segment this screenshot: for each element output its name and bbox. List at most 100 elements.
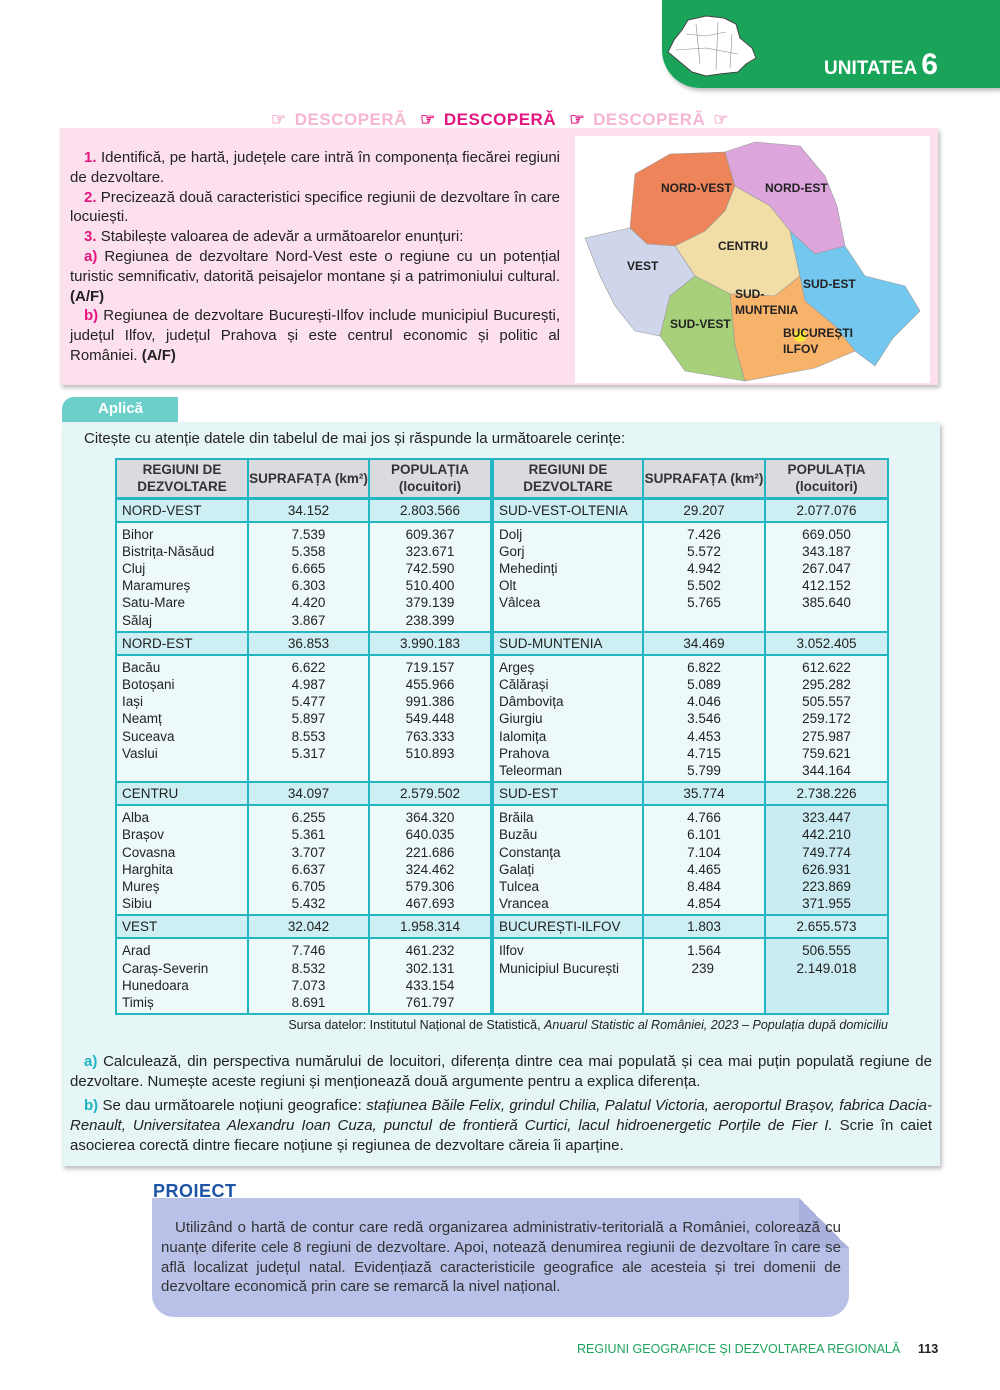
county-areas: 6.255 5.361 3.707 6.637 6.705 5.432 <box>247 805 370 916</box>
county-area: 5.432 <box>291 896 326 912</box>
county-populations: 612.622 295.282 505.557 259.172 275.987 759.6… <box>764 654 889 783</box>
discover-label: DESCOPERĂ <box>443 110 557 129</box>
county-population: 669.050 <box>802 526 851 542</box>
county-area: 4.987 <box>291 676 326 692</box>
county-names: Dolj Gorj Mehedinți Olt Vâlcea <box>490 521 644 632</box>
county-area: 6.637 <box>291 861 326 877</box>
county-area: 8.691 <box>291 994 326 1010</box>
task-number: a) <box>84 1053 98 1070</box>
region-name: VEST <box>115 914 249 940</box>
county-name: Teleorman <box>499 762 563 778</box>
county-area: 5.799 <box>687 762 721 778</box>
county-population: 609.367 <box>405 526 455 542</box>
county-population: 742.590 <box>405 560 455 576</box>
region-area: 34.097 <box>247 781 370 807</box>
county-name: Sibiu <box>122 896 153 912</box>
county-population: 510.893 <box>405 745 455 761</box>
county-area: 7.104 <box>687 844 721 860</box>
counties-row: Arad Caraș-Severin Hunedoara Timiș 7.746 8.53… <box>115 938 889 1015</box>
county-area: 5.502 <box>687 578 721 594</box>
county-areas: 4.766 6.101 7.104 4.465 8.484 4.854 <box>642 805 766 916</box>
region-row: NORD-VEST 34.152 2.803.566 SUD-VEST-OLTENIA… <box>115 497 889 523</box>
county-names: Arad Caraș-Severin Hunedoara Timiș <box>115 938 249 1015</box>
counties-row: Alba Brașov Covasna Harghita Mureș Sibiu 6.255… <box>115 805 889 916</box>
county-name: Vrancea <box>499 896 549 912</box>
region-population: 2.077.076 <box>764 497 889 523</box>
county-population: 640.035 <box>405 827 455 843</box>
county-area: 4.766 <box>687 810 721 826</box>
county-population: 626.931 <box>802 861 851 877</box>
county-area: 4.942 <box>687 560 721 576</box>
region-sud-vest <box>659 275 746 382</box>
region-population: 3.052.405 <box>764 630 889 656</box>
region-area: 36.853 <box>247 630 370 656</box>
unit-header-tab: UNITATEA 6 <box>662 0 1000 88</box>
county-area: 5.765 <box>687 595 721 611</box>
data-source: Sursa datelor: Institutul Național de St… <box>288 1018 888 1032</box>
task-a: a) Calculează, din perspectiva numărului… <box>70 1052 932 1092</box>
region-area: 34.469 <box>642 630 766 656</box>
county-name: Brăila <box>499 810 534 826</box>
county-population: 2.149.018 <box>796 960 857 976</box>
county-name: Constanța <box>499 844 561 860</box>
county-population: 991.386 <box>405 694 455 710</box>
county-area: 8.532 <box>291 960 326 976</box>
county-name: Argeș <box>499 659 535 675</box>
statement-a: Regiunea de dezvoltare Nord-Vest este o … <box>70 247 560 285</box>
column-header: POPULAȚIA (locuitori) <box>764 459 889 500</box>
county-area: 4.854 <box>687 896 721 912</box>
county-populations: 609.367 323.671 742.590 510.400 379.139 238.3… <box>368 521 493 632</box>
county-area: 3.867 <box>291 612 326 628</box>
county-name: Călărași <box>499 676 549 692</box>
regions-table: REGIUNI DE DEZVOLTARE SUPRAFAȚA (km²) POPU… <box>115 458 889 1016</box>
statement-b: Regiunea de dezvoltare București-Ilfov i… <box>70 307 560 364</box>
county-names: Bihor Bistrița-Năsăud Cluj Maramureș Satu-Ma… <box>115 521 249 632</box>
county-name: Hunedoara <box>122 977 189 993</box>
county-name: Gorj <box>499 543 525 559</box>
county-area: 5.358 <box>291 543 326 559</box>
map-label: NORD-VEST <box>661 181 732 195</box>
q-number: 1. <box>84 149 97 166</box>
map-label: NORD-EST <box>765 181 828 195</box>
county-area: 5.317 <box>291 745 326 761</box>
unit-number: 6 <box>921 48 938 81</box>
county-areas: 7.746 8.532 7.073 8.691 <box>247 938 370 1015</box>
county-names: Brăila Buzău Constanța Galați Tulcea Vrancea <box>490 805 644 916</box>
question-1: Identifică, pe hartă, județele care intr… <box>70 149 561 186</box>
region-population: 2.655.573 <box>764 914 889 940</box>
county-area: 7.746 <box>291 943 326 959</box>
task-b: b) Se dau următoarele noțiuni geografice… <box>70 1096 932 1155</box>
county-area: 4.453 <box>687 728 721 744</box>
county-population: 324.462 <box>405 861 455 877</box>
county-area: 4.420 <box>291 595 326 611</box>
county-name: Iași <box>122 694 144 710</box>
county-name: Bacău <box>122 659 161 675</box>
column-header: SUPRAFAȚA (km²) <box>642 459 766 500</box>
county-name: Alba <box>122 810 150 826</box>
county-name: Botoșani <box>122 676 175 692</box>
county-area: 6.255 <box>291 810 326 826</box>
county-populations: 719.157 455.966 991.386 549.448 763.333 510.8… <box>368 654 493 783</box>
county-populations: 506.555 2.149.018 <box>764 938 889 1015</box>
chapter-footer: REGIUNI GEOGRAFICE ȘI DEZVOLTAREA REGION… <box>577 1342 901 1356</box>
county-name: Timiș <box>122 994 154 1010</box>
county-area: 6.822 <box>687 659 721 675</box>
county-population: 275.987 <box>802 728 851 744</box>
q-number: 3. <box>84 228 97 246</box>
discover-questions: 1. Identifică, pe hartă, județele care i… <box>70 148 560 366</box>
region-area: 32.042 <box>247 914 370 940</box>
region-area: 29.207 <box>642 497 766 523</box>
folded-corner <box>799 1198 849 1248</box>
q-number: 2. <box>84 188 97 206</box>
county-area: 6.705 <box>291 878 326 894</box>
bucharest-marker <box>794 330 806 342</box>
county-areas: 6.622 4.987 5.477 5.897 8.553 5.317 <box>247 654 370 783</box>
county-area: 7.073 <box>291 977 326 993</box>
county-areas: 1.564 239 <box>642 938 766 1015</box>
county-population: 505.557 <box>802 694 851 710</box>
county-population: 467.693 <box>405 896 455 912</box>
county-population: 412.152 <box>802 578 851 594</box>
county-name: Giurgiu <box>499 711 543 727</box>
county-population: 344.164 <box>802 762 851 778</box>
county-population: 364.320 <box>405 810 455 826</box>
